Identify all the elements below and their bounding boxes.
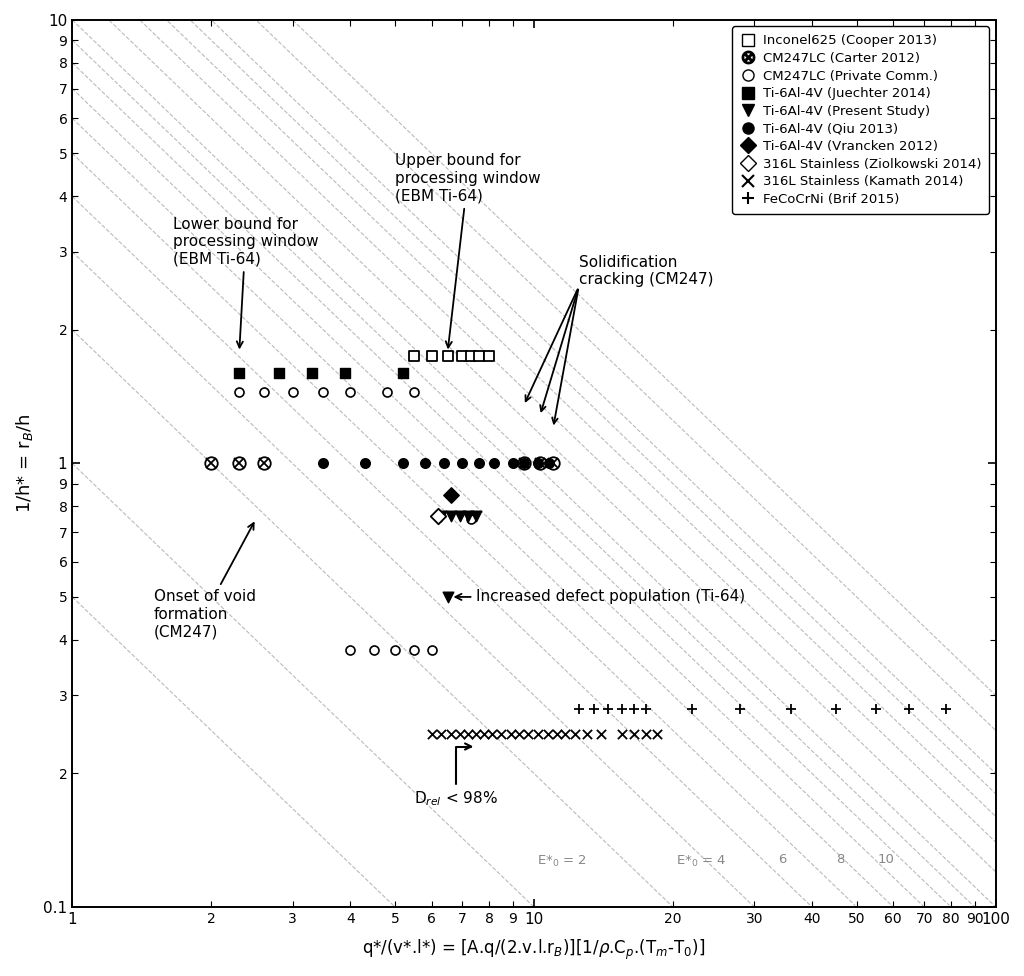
Point: [406, 347, 422, 363]
Text: Onset of void
formation
(CM247): Onset of void formation (CM247): [154, 523, 256, 639]
Point: [439, 347, 456, 363]
Point: [423, 726, 439, 742]
Point: [442, 508, 459, 524]
Point: [626, 726, 642, 742]
Point: [593, 726, 609, 742]
Point: [460, 508, 476, 524]
Point: [515, 456, 531, 471]
Y-axis label: 1/h* = r$_B$/h: 1/h* = r$_B$/h: [14, 414, 35, 513]
Point: [476, 726, 493, 742]
Point: [433, 726, 450, 742]
Text: Upper bound for
processing window
(EBM Ti-64): Upper bound for processing window (EBM T…: [395, 153, 541, 347]
Point: [423, 347, 439, 363]
Point: [452, 508, 468, 524]
Text: D$_{rel}$ < 98%: D$_{rel}$ < 98%: [414, 744, 498, 808]
Point: [406, 642, 422, 658]
Point: [613, 701, 630, 716]
Point: [570, 701, 587, 716]
Point: [417, 456, 433, 471]
Point: [613, 726, 630, 742]
Point: [442, 487, 459, 503]
Text: Lower bound for
processing window
(EBM Ti-64): Lower bound for processing window (EBM T…: [173, 217, 318, 347]
Point: [342, 642, 358, 658]
Text: E*$_0$ = 2: E*$_0$ = 2: [537, 853, 587, 869]
Point: [433, 508, 450, 524]
Point: [342, 384, 358, 399]
Point: [471, 456, 487, 471]
Point: [732, 701, 749, 716]
Point: [782, 701, 799, 716]
Point: [494, 726, 510, 742]
Point: [649, 726, 666, 742]
Text: Increased defect population (Ti-64): Increased defect population (Ti-64): [456, 590, 745, 604]
Point: [430, 508, 446, 524]
Point: [638, 726, 654, 742]
Point: [337, 365, 353, 381]
Point: [463, 347, 479, 363]
Point: [270, 365, 287, 381]
Point: [315, 456, 332, 471]
Point: [455, 347, 471, 363]
Point: [541, 456, 557, 471]
Point: [503, 726, 519, 742]
Point: [387, 642, 403, 658]
Point: [579, 726, 595, 742]
Point: [567, 726, 584, 742]
Point: [285, 384, 301, 399]
Point: [436, 456, 453, 471]
Point: [486, 456, 503, 471]
Point: [303, 365, 319, 381]
Point: [586, 701, 602, 716]
Point: [460, 726, 476, 742]
Point: [256, 384, 272, 399]
Point: [511, 726, 527, 742]
Point: [867, 701, 884, 716]
Point: [638, 701, 654, 716]
Point: [394, 365, 411, 381]
Point: [557, 726, 573, 742]
Point: [540, 726, 556, 742]
Point: [315, 384, 332, 399]
Point: [379, 384, 395, 399]
Point: [938, 701, 954, 716]
Point: [455, 456, 471, 471]
X-axis label: q*/(v*.l*) = [A.q/(2.v.l.r$_B$)][1/$\rho$.C$_p$.(T$_m$-T$_0$)]: q*/(v*.l*) = [A.q/(2.v.l.r$_B$)][1/$\rho…: [362, 938, 706, 962]
Point: [626, 701, 642, 716]
Point: [481, 347, 498, 363]
Point: [483, 726, 500, 742]
Text: 8: 8: [836, 853, 844, 867]
Point: [549, 726, 565, 742]
Point: [468, 508, 484, 524]
Text: Solidification
cracking (CM247): Solidification cracking (CM247): [579, 255, 713, 287]
Text: 6: 6: [778, 853, 786, 867]
Point: [394, 456, 411, 471]
Point: [901, 701, 918, 716]
Point: [366, 642, 382, 658]
Point: [406, 384, 422, 399]
Point: [468, 726, 484, 742]
Point: [684, 701, 700, 716]
Point: [356, 456, 373, 471]
Point: [423, 642, 439, 658]
Point: [505, 456, 521, 471]
Text: 10: 10: [878, 853, 895, 867]
Point: [231, 384, 248, 399]
Point: [452, 726, 468, 742]
Point: [827, 701, 844, 716]
Legend: Inconel625 (Cooper 2013), CM247LC (Carter 2012), CM247LC (Private Comm.), Ti-6Al: Inconel625 (Cooper 2013), CM247LC (Carte…: [732, 26, 989, 214]
Point: [471, 347, 487, 363]
Point: [519, 726, 536, 742]
Point: [442, 726, 459, 742]
Point: [463, 511, 479, 527]
Text: E*$_0$ = 4: E*$_0$ = 4: [676, 853, 726, 869]
Point: [231, 365, 248, 381]
Point: [600, 701, 616, 716]
Point: [529, 726, 546, 742]
Point: [529, 456, 546, 471]
Point: [439, 590, 456, 605]
